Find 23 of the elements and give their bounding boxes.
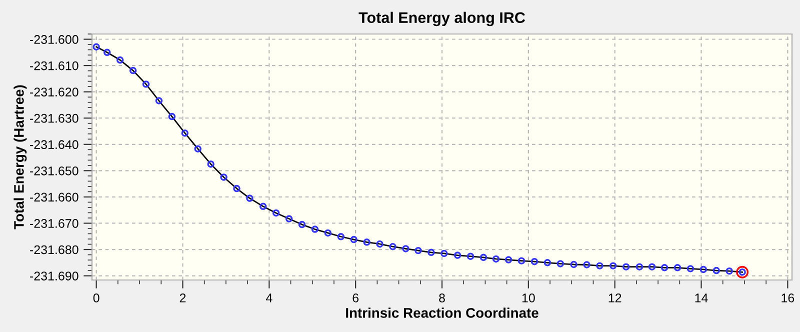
y-tick-label: -231.670 — [30, 219, 78, 228]
y-tick-label: -231.680 — [30, 245, 78, 254]
point — [736, 266, 749, 278]
x-tick-label: 8 — [439, 294, 445, 302]
x-tick-label: 0 — [93, 294, 100, 302]
x-tick-label: 12 — [608, 294, 622, 302]
y-tick-label: -231.640 — [30, 140, 78, 150]
y-tick-label: -231.690 — [30, 272, 78, 280]
x-axis-title: Intrinsic Reaction Coordinate — [346, 308, 538, 318]
y-tick-label: -231.600 — [30, 35, 78, 44]
y-tick-label: -231.650 — [30, 166, 78, 176]
y-tick-label: -231.660 — [30, 192, 78, 202]
x-tick-label: 14 — [695, 294, 708, 302]
y-axis-title: Total Energy (Hartree) — [14, 85, 27, 230]
x-tick-label: 16 — [782, 294, 794, 302]
x-tick-label: 4 — [266, 294, 272, 302]
y-tick-label: -231.630 — [30, 114, 78, 123]
x-tick-label: 10 — [522, 294, 535, 302]
x-tick-label: 6 — [352, 294, 359, 302]
chart-title: Total Energy along IRC — [358, 12, 526, 26]
x-tick-label: 2 — [180, 294, 186, 302]
y-tick-label: -231.610 — [30, 61, 78, 70]
y-tick-label: -231.620 — [30, 88, 78, 96]
